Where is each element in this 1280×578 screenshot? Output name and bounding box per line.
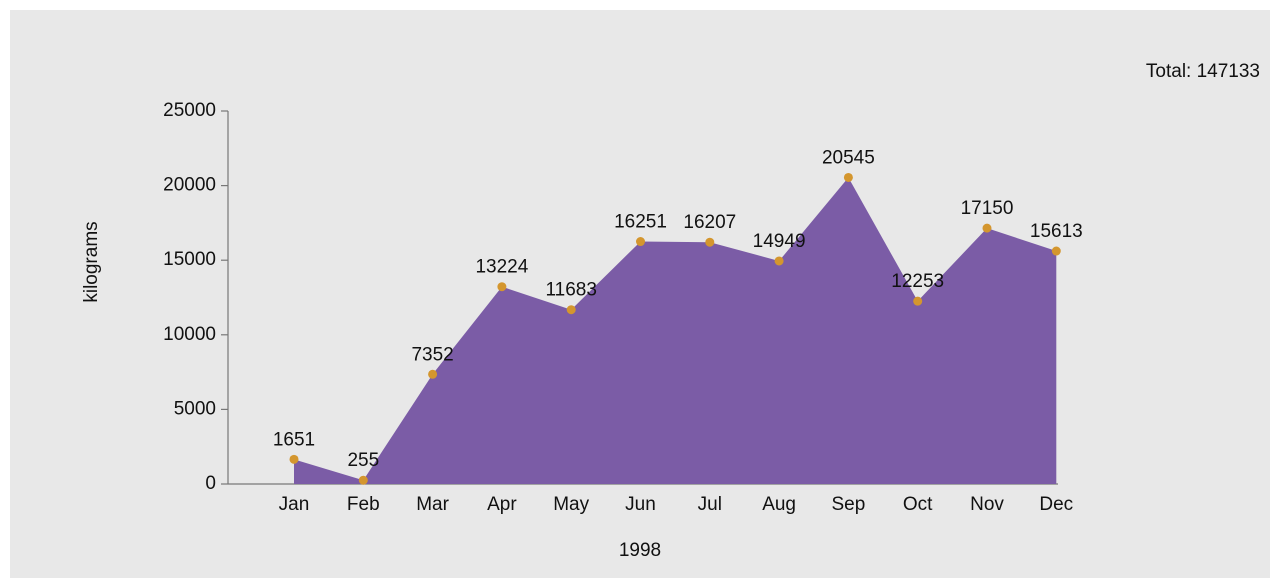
y-axis-label: kilograms [81,221,102,302]
y-tick-label: 5000 [174,398,216,419]
data-label: 16251 [614,212,667,233]
x-tick-label: Aug [762,494,796,515]
data-point [358,475,368,485]
data-label: 15613 [1030,221,1083,242]
y-tick-label: 20000 [163,175,216,196]
data-label: 17150 [961,198,1014,219]
x-tick-label: Dec [1039,494,1073,515]
x-tick-label: May [553,494,589,515]
data-point [566,305,576,315]
x-axis-label: 1998 [619,540,661,561]
x-tick-label: Jul [698,494,722,515]
area [294,177,1057,484]
data-point [913,296,923,306]
x-tick-label: Mar [416,494,449,515]
x-tick-label: Oct [903,494,933,515]
data-label: 1651 [273,429,315,450]
x-tick-label: Apr [487,494,517,515]
data-label: 7352 [411,344,453,365]
x-tick-label: Nov [970,494,1004,515]
x-tick-label: Jun [625,494,656,515]
data-point [705,237,715,247]
total-annotation: Total: 147133 [1146,61,1260,82]
data-label: 11683 [545,280,596,301]
y-tick-label: 0 [205,473,216,494]
data-label: 255 [347,450,379,471]
x-tick-label: Sep [831,494,865,515]
data-point [497,282,507,292]
data-label: 20545 [822,147,875,168]
y-tick-label: 10000 [163,324,216,345]
data-label: 12253 [891,271,944,292]
data-label: 14949 [753,231,806,252]
data-point [289,454,299,464]
y-tick-label: 15000 [163,249,216,270]
x-tick-label: Jan [279,494,310,515]
data-point [843,172,853,182]
data-point [1051,246,1061,256]
data-point [636,237,645,247]
data-point [428,369,438,379]
x-tick-label: Feb [347,494,380,515]
data-point [982,223,992,233]
data-label: 16207 [683,212,736,233]
data-label: 13224 [475,257,528,278]
data-point [774,256,784,266]
y-tick-label: 25000 [163,100,216,121]
